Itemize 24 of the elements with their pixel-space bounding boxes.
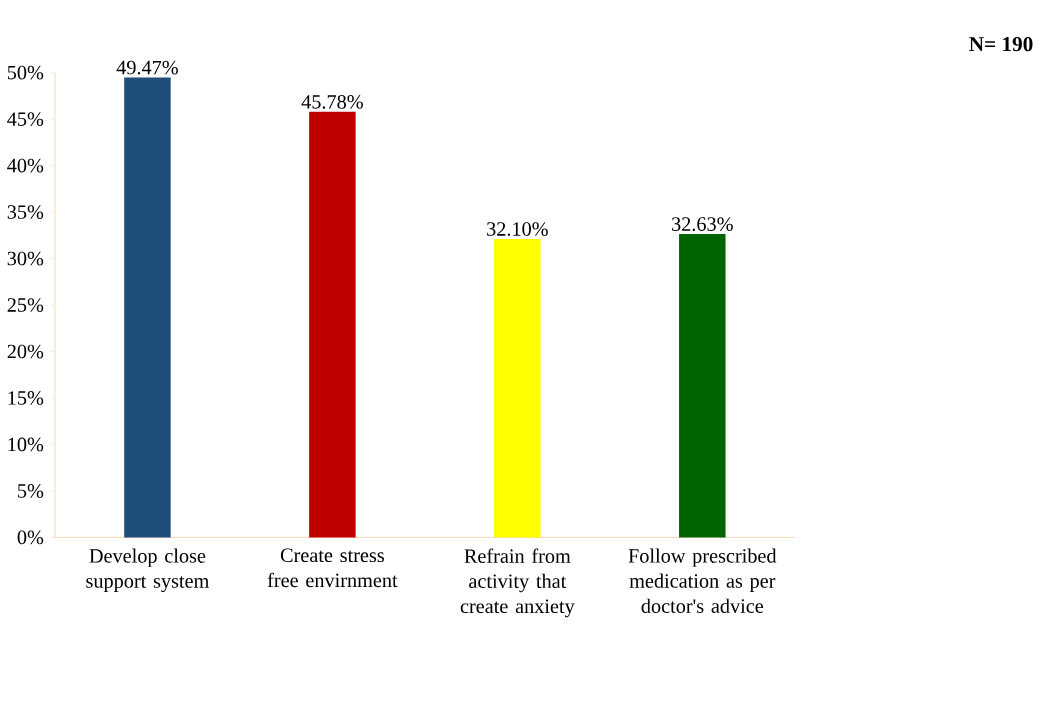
x-tick-label: Create stress free envirnment bbox=[267, 548, 398, 588]
y-tick-label: 45% bbox=[7, 112, 44, 127]
bar bbox=[309, 111, 356, 538]
data-label: 32.63% bbox=[672, 217, 733, 232]
x-tick-label: Develop close support system bbox=[86, 548, 210, 593]
y-tick-label: 50% bbox=[7, 65, 44, 80]
text: N= 190 bbox=[969, 37, 1033, 52]
data-label: 45.78% bbox=[301, 95, 363, 109]
y-tick-label: 35% bbox=[7, 205, 44, 219]
y-tick-label: 15% bbox=[8, 391, 44, 405]
y-tick-label: 20% bbox=[7, 344, 44, 359]
x-tick-label: Follow prescribed medication as per doctor's advice bbox=[628, 548, 777, 613]
y-tick-label: 0% bbox=[17, 530, 44, 545]
y-tick-label: 10% bbox=[8, 437, 44, 452]
data-label: 49.47% bbox=[116, 60, 178, 75]
data-label: 32.10% bbox=[487, 222, 548, 236]
bar bbox=[679, 234, 726, 538]
y-tick-label: 5% bbox=[18, 484, 44, 498]
y-tick-label: 30% bbox=[7, 251, 44, 266]
y-tick-label: 40% bbox=[7, 158, 44, 173]
bar bbox=[124, 77, 171, 538]
bar bbox=[494, 239, 541, 538]
x-tick-label: Refrain from activity that create anxiety bbox=[460, 548, 575, 618]
y-tick-label: 25% bbox=[7, 298, 44, 312]
